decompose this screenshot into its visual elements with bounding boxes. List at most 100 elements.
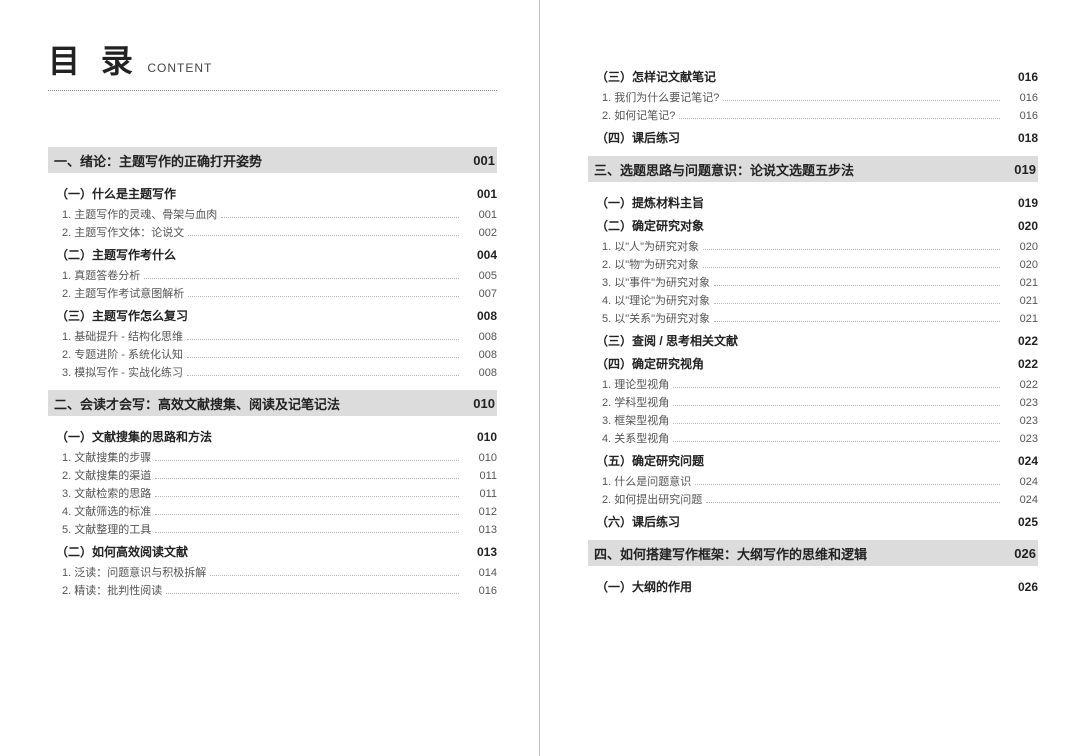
- item-title: 1. 我们为什么要记笔记?: [588, 89, 719, 105]
- section-title: （一）文献搜集的思路和方法: [48, 428, 453, 445]
- item-row: 4. 文献筛选的标准012: [48, 503, 497, 519]
- item-page: 022: [1004, 379, 1038, 391]
- item-row: 3. 框架型视角023: [588, 412, 1038, 428]
- chapter-row: 一、绪论：主题写作的正确打开姿势001: [48, 147, 497, 173]
- item-page: 024: [1004, 494, 1038, 506]
- section-title: （四）确定研究视角: [588, 355, 994, 372]
- item-page: 008: [463, 331, 497, 343]
- item-title: 4. 以"理论"为研究对象: [588, 292, 710, 308]
- item-title: 3. 框架型视角: [588, 412, 669, 428]
- section-page: 024: [994, 454, 1038, 468]
- section-row: （一）大纲的作用026: [588, 578, 1038, 595]
- section-page: 026: [994, 580, 1038, 594]
- leader-dots: [706, 502, 1000, 503]
- leader-dots: [187, 375, 459, 376]
- section-row: （一）提炼材料主旨019: [588, 194, 1038, 211]
- item-page: 021: [1004, 295, 1038, 307]
- section-title: （三）怎样记文献笔记: [588, 68, 994, 85]
- item-page: 005: [463, 270, 497, 282]
- leader-dots: [210, 575, 459, 576]
- item-page: 008: [463, 367, 497, 379]
- section-row: （二）如何高效阅读文献013: [48, 543, 497, 560]
- item-title: 1. 以"人"为研究对象: [588, 238, 699, 254]
- item-page: 021: [1004, 277, 1038, 289]
- item-row: 3. 模拟写作 - 实战化练习 008: [48, 364, 497, 380]
- title-sub: CONTENT: [147, 61, 212, 75]
- item-row: 2. 文献搜集的渠道011: [48, 467, 497, 483]
- item-page: 023: [1004, 433, 1038, 445]
- item-row: 1. 泛读：问题意识与积极拆解014: [48, 564, 497, 580]
- leader-dots: [188, 235, 459, 236]
- item-title: 2. 如何记笔记?: [588, 107, 675, 123]
- item-title: 2. 主题写作文体：论说文: [48, 224, 184, 240]
- section-title: （一）什么是主题写作: [48, 185, 453, 202]
- leader-dots: [714, 303, 1000, 304]
- leader-dots: [714, 321, 1000, 322]
- item-page: 001: [463, 209, 497, 221]
- leader-dots: [703, 249, 1000, 250]
- section-title: （一）大纲的作用: [588, 578, 994, 595]
- leader-dots: [723, 100, 1000, 101]
- item-title: 2. 精读：批判性阅读: [48, 582, 162, 598]
- item-title: 3. 文献检索的思路: [48, 485, 151, 501]
- section-title: （二）确定研究对象: [588, 217, 994, 234]
- section-row: （六）课后练习025: [588, 513, 1038, 530]
- section-page: 022: [994, 357, 1038, 371]
- item-page: 002: [463, 227, 497, 239]
- leader-dots: [155, 478, 459, 479]
- item-page: 020: [1004, 259, 1038, 271]
- chapter-title: 四、如何搭建写作框架：大纲写作的思维和逻辑: [588, 544, 994, 563]
- chapter-row: 三、选题思路与问题意识：论说文选题五步法019: [588, 156, 1038, 182]
- leader-dots: [703, 267, 1000, 268]
- item-row: 1. 真题答卷分析005: [48, 267, 497, 283]
- item-row: 1. 我们为什么要记笔记?016: [588, 89, 1038, 105]
- section-page: 013: [453, 545, 497, 559]
- right-page: （三）怎样记文献笔记0161. 我们为什么要记笔记?0162. 如何记笔记?01…: [540, 0, 1080, 756]
- section-page: 010: [453, 430, 497, 444]
- section-title: （四）课后练习: [588, 129, 994, 146]
- item-page: 007: [463, 288, 497, 300]
- item-row: 1. 文献搜集的步骤 010: [48, 449, 497, 465]
- item-row: 2. 以"物"为研究对象020: [588, 256, 1038, 272]
- item-row: 2. 如何记笔记?016: [588, 107, 1038, 123]
- section-row: （五）确定研究问题024: [588, 452, 1038, 469]
- section-page: 004: [453, 248, 497, 262]
- chapter-row: 二、会读才会写：高效文献搜集、阅读及记笔记法010: [48, 390, 497, 416]
- section-title: （二）主题写作考什么: [48, 246, 453, 263]
- leader-dots: [673, 423, 1000, 424]
- leader-dots: [144, 278, 459, 279]
- item-page: 016: [463, 585, 497, 597]
- item-row: 1. 什么是问题意识024: [588, 473, 1038, 489]
- leader-dots: [155, 460, 459, 461]
- item-row: 2. 学科型视角 023: [588, 394, 1038, 410]
- item-title: 4. 文献筛选的标准: [48, 503, 151, 519]
- item-title: 1. 文献搜集的步骤: [48, 449, 151, 465]
- section-page: 001: [453, 187, 497, 201]
- leader-dots: [221, 217, 459, 218]
- section-row: （三）怎样记文献笔记016: [588, 68, 1038, 85]
- item-title: 2. 学科型视角: [588, 394, 669, 410]
- item-row: 3. 以"事件"为研究对象 021: [588, 274, 1038, 290]
- item-title: 2. 主题写作考试意图解析: [48, 285, 184, 301]
- item-page: 020: [1004, 241, 1038, 253]
- section-page: 016: [994, 70, 1038, 84]
- section-page: 022: [994, 334, 1038, 348]
- item-title: 5. 以"关系"为研究对象: [588, 310, 710, 326]
- section-title: （三）主题写作怎么复习: [48, 307, 453, 324]
- header-underline: [48, 90, 497, 91]
- item-title: 1. 泛读：问题意识与积极拆解: [48, 564, 206, 580]
- item-page: 013: [463, 524, 497, 536]
- item-page: 010: [463, 452, 497, 464]
- item-title: 3. 以"事件"为研究对象: [588, 274, 710, 290]
- item-title: 3. 模拟写作 - 实战化练习: [48, 364, 183, 380]
- item-title: 1. 基础提升 - 结构化思维: [48, 328, 183, 344]
- section-row: （一）什么是主题写作001: [48, 185, 497, 202]
- leader-dots: [155, 532, 459, 533]
- chapter-title: 三、选题思路与问题意识：论说文选题五步法: [588, 160, 994, 179]
- item-page: 023: [1004, 397, 1038, 409]
- leader-dots: [187, 357, 459, 358]
- item-title: 1. 理论型视角: [588, 376, 669, 392]
- item-row: 4. 关系型视角023: [588, 430, 1038, 446]
- section-title: （六）课后练习: [588, 513, 994, 530]
- section-page: 019: [994, 196, 1038, 210]
